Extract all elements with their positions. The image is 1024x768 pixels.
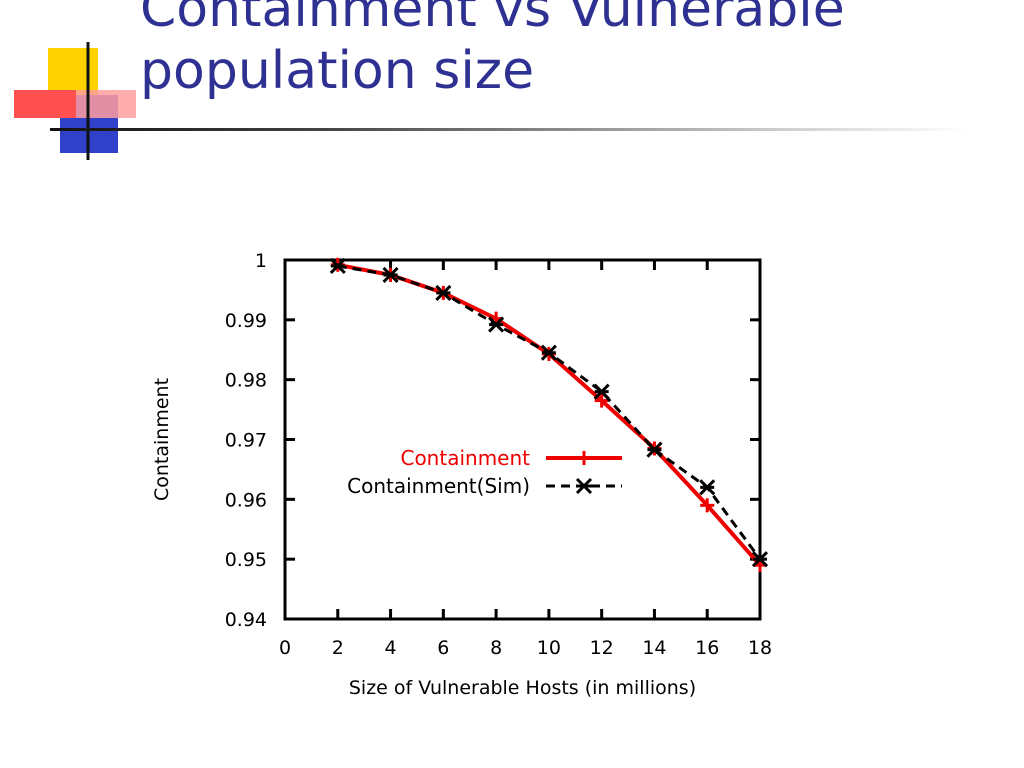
x-tick-label: 12 [590,637,614,659]
data-point [329,257,346,275]
x-tick-label: 8 [490,637,502,659]
x-tick-label: 10 [537,637,561,659]
y-tick-label: 0.97 [225,430,267,452]
x-tick-label: 6 [437,637,449,659]
y-tick-label: 1 [255,250,267,272]
data-point [577,451,591,465]
x-tick-label: 2 [332,637,344,659]
data-point [751,551,769,568]
y-tick-label: 0.96 [225,489,267,511]
data-point [699,479,716,496]
slide-logo-icon [14,42,136,160]
data-point [593,383,610,400]
slide-title-line-1: Containment vs Vulnerable [140,0,845,39]
x-tick-label: 14 [642,637,666,659]
data-point [382,266,399,284]
data-point [646,441,663,458]
series-line [337,264,762,561]
data-point [540,344,557,361]
series-line [337,262,762,567]
y-tick-label: 0.98 [225,370,267,392]
series-containment [330,257,767,573]
data-point [700,498,715,513]
x-tick-label: 4 [385,637,397,659]
series-containment-sim [329,257,769,568]
legend-label: Containment(Sim) [347,474,530,498]
data-point [435,284,452,301]
y-axis-label: Containment [151,378,173,501]
x-axis-label: Size of Vulnerable Hosts (in millions) [349,677,696,699]
y-tick-label: 0.94 [225,609,267,631]
legend-entry: Containment [400,446,622,470]
slide-title-line-2: population size [140,41,535,101]
x-tick-label: 0 [279,637,291,659]
plot-frame [283,258,762,621]
data-point [575,477,593,495]
legend-label: Containment [400,446,530,470]
x-tick-label: 18 [748,637,772,659]
x-tick-label: 16 [695,637,719,659]
data-point [488,316,505,333]
slide-title: Containment vs Vulnerable population siz… [140,0,845,102]
data-point [594,393,609,408]
y-tick-label: 0.99 [225,310,267,332]
title-underline [50,128,970,131]
legend-entry: Containment(Sim) [347,474,622,498]
y-tick-label: 0.95 [225,549,267,571]
